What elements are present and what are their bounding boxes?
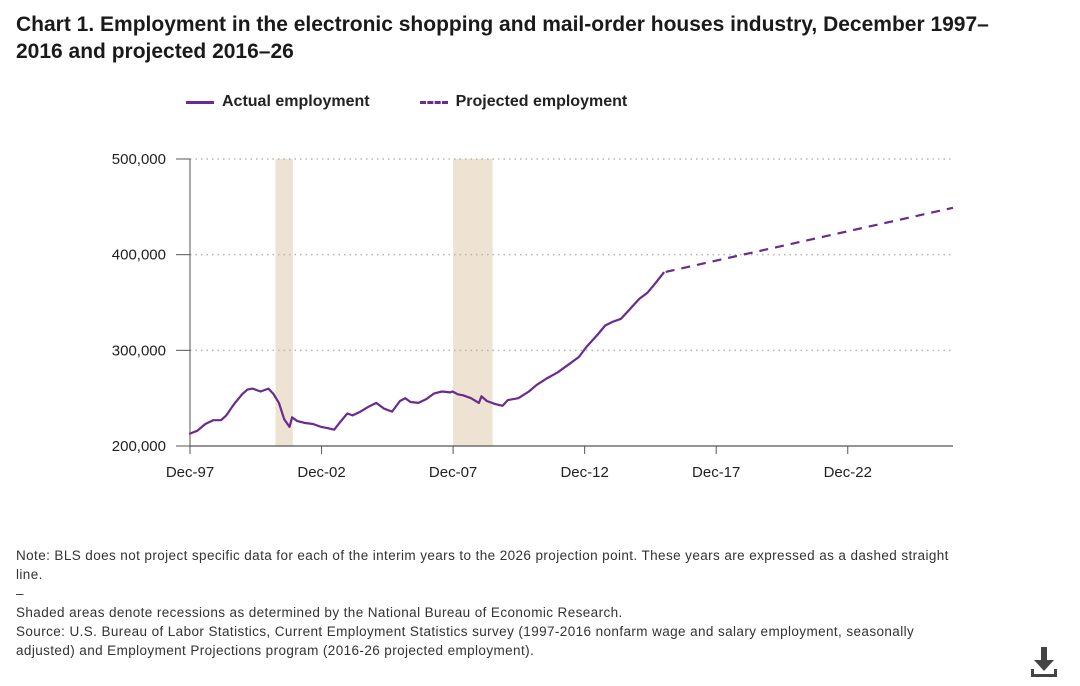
chart-legend: Actual employment Projected employment [186, 90, 677, 114]
legend-swatch-solid [186, 100, 214, 104]
legend-swatch-dashed [419, 100, 448, 104]
series-lines [188, 206, 954, 435]
x-tick-label-2: Dec-02 [297, 464, 345, 481]
source-note: Source: U.S. Bureau of Labor Statistics,… [16, 624, 915, 658]
series-line-projected [665, 206, 954, 273]
axes [189, 159, 953, 447]
series-line-actual [188, 271, 665, 435]
note-text: Note: BLS does not project specific data… [16, 548, 949, 582]
legend-item-projected[interactable]: Projected employment [419, 93, 628, 111]
gridlines [176, 158, 953, 447]
note-separator: – [16, 586, 24, 601]
y-tick-label-2: 300,000 [112, 342, 166, 359]
recession-shading [275, 159, 493, 446]
y-tick-label-4: 500,000 [112, 151, 166, 168]
y-axis-labels: 200,000 300,000 400,000 500,000 [112, 151, 166, 455]
chart-notes: Note: BLS does not project specific data… [16, 546, 956, 660]
legend-label-projected: Projected employment [455, 93, 628, 110]
x-axis-labels: Dec-97 Dec-02 Dec-07 Dec-12 Dec-17 Dec-22 [166, 446, 872, 481]
employment-line-chart: 200,000 300,000 400,000 500,000 Dec-97 Dec-0… [112, 151, 954, 481]
y-tick-label-1: 200,000 [112, 438, 166, 455]
chart-title: Chart 1. Employment in the electronic sh… [16, 13, 989, 63]
recession-band-1 [275, 159, 293, 446]
x-tick-label-3: Dec-07 [429, 464, 477, 481]
x-tick-label-5: Dec-17 [692, 464, 740, 481]
x-tick-label-6: Dec-22 [824, 464, 872, 481]
recession-note: Shaded areas denote recessions as determ… [16, 605, 623, 620]
x-tick-label-1: Dec-97 [166, 464, 214, 481]
legend-label-actual: Actual employment [222, 93, 370, 110]
download-button[interactable] [1026, 645, 1062, 681]
x-tick-label-4: Dec-12 [560, 464, 608, 481]
download-icon [1031, 647, 1057, 677]
y-tick-label-3: 400,000 [112, 247, 166, 264]
recession-band-2 [453, 159, 493, 446]
legend-item-actual[interactable]: Actual employment [186, 93, 370, 111]
